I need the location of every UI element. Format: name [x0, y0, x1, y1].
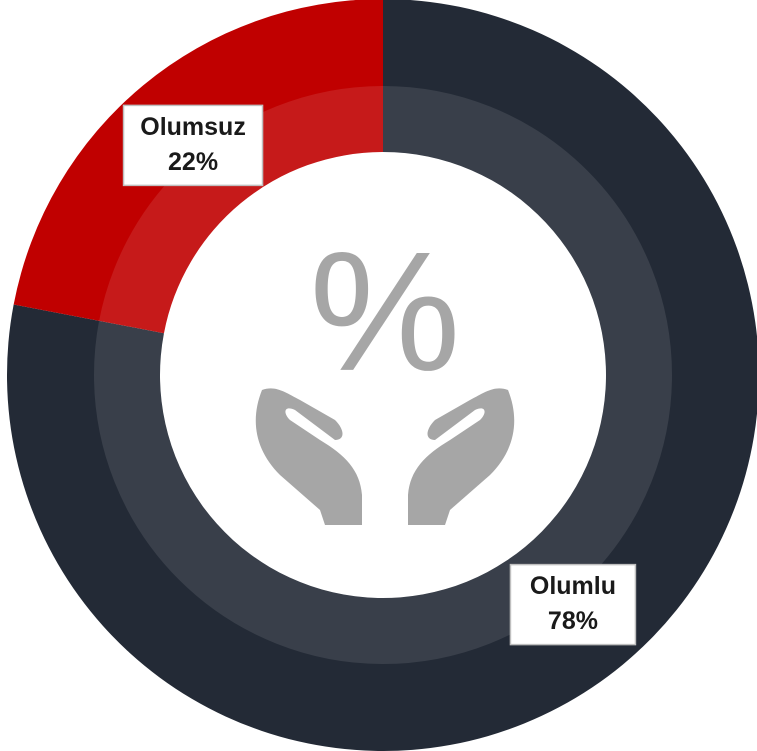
center-symbol: % — [309, 217, 460, 407]
label-category: Olumlu — [530, 572, 616, 600]
slice-label: Olumlu 78% — [509, 563, 637, 646]
slice — [7, 0, 757, 751]
labels: Olumlu 78% Olumsuz 22% — [122, 104, 637, 646]
slice-label: Olumsuz 22% — [122, 104, 264, 187]
label-box — [509, 563, 637, 646]
inner-band — [94, 86, 672, 664]
label-value: 78% — [548, 607, 598, 635]
hands-icon — [255, 388, 515, 525]
label-category: Olumsuz — [140, 113, 246, 141]
label-value: 22% — [168, 148, 218, 176]
label-box — [122, 104, 264, 187]
